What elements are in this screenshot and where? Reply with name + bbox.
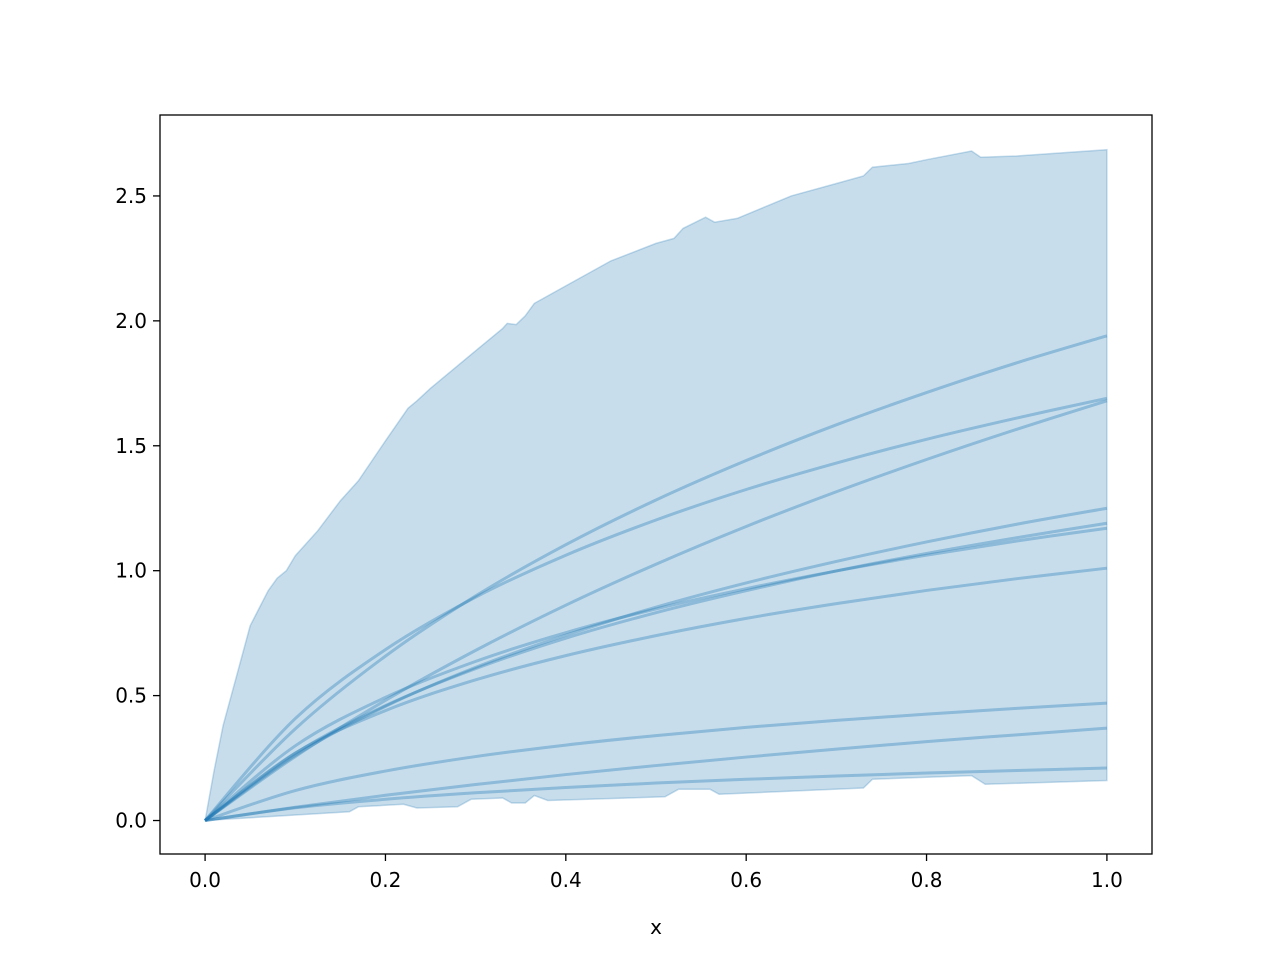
y-tick-label: 2.5	[115, 184, 147, 208]
y-axis: 0.0 0.5 1.0 1.5 2.0 2.5	[115, 184, 160, 833]
x-tick-label: 0.2	[370, 868, 402, 892]
series-line-8	[204, 701, 1107, 822]
y-tick-label: 1.5	[115, 434, 147, 458]
x-axis: 0.0 0.2 0.4 0.6 0.8 1.0	[189, 854, 1123, 892]
series-line-4	[204, 506, 1108, 822]
y-tick-label: 0.5	[115, 684, 147, 708]
series-line-3	[204, 399, 1108, 822]
series-line-10	[204, 766, 1107, 823]
series-line-1	[204, 334, 1108, 822]
series-line-2	[203, 396, 1108, 822]
series-line-7	[204, 566, 1108, 822]
y-tick-label: 1.0	[115, 559, 147, 583]
x-tick-label: 0.8	[911, 868, 943, 892]
x-tick-label: 0.6	[730, 868, 762, 892]
x-axis-label: x	[650, 915, 662, 939]
plot-frame	[159, 114, 1153, 855]
series-line-5	[204, 521, 1108, 822]
series-line-9	[204, 726, 1108, 823]
x-tick-label: 0.4	[550, 868, 582, 892]
confidence-band	[204, 148, 1108, 822]
y-tick-label: 2.0	[115, 309, 147, 333]
series-lines-layer	[203, 334, 1108, 823]
confidence-band-layer	[204, 148, 1108, 822]
y-tick-label: 0.0	[115, 809, 147, 833]
x-tick-label: 1.0	[1091, 868, 1123, 892]
x-tick-label: 0.0	[189, 868, 221, 892]
series-line-6	[204, 526, 1108, 822]
